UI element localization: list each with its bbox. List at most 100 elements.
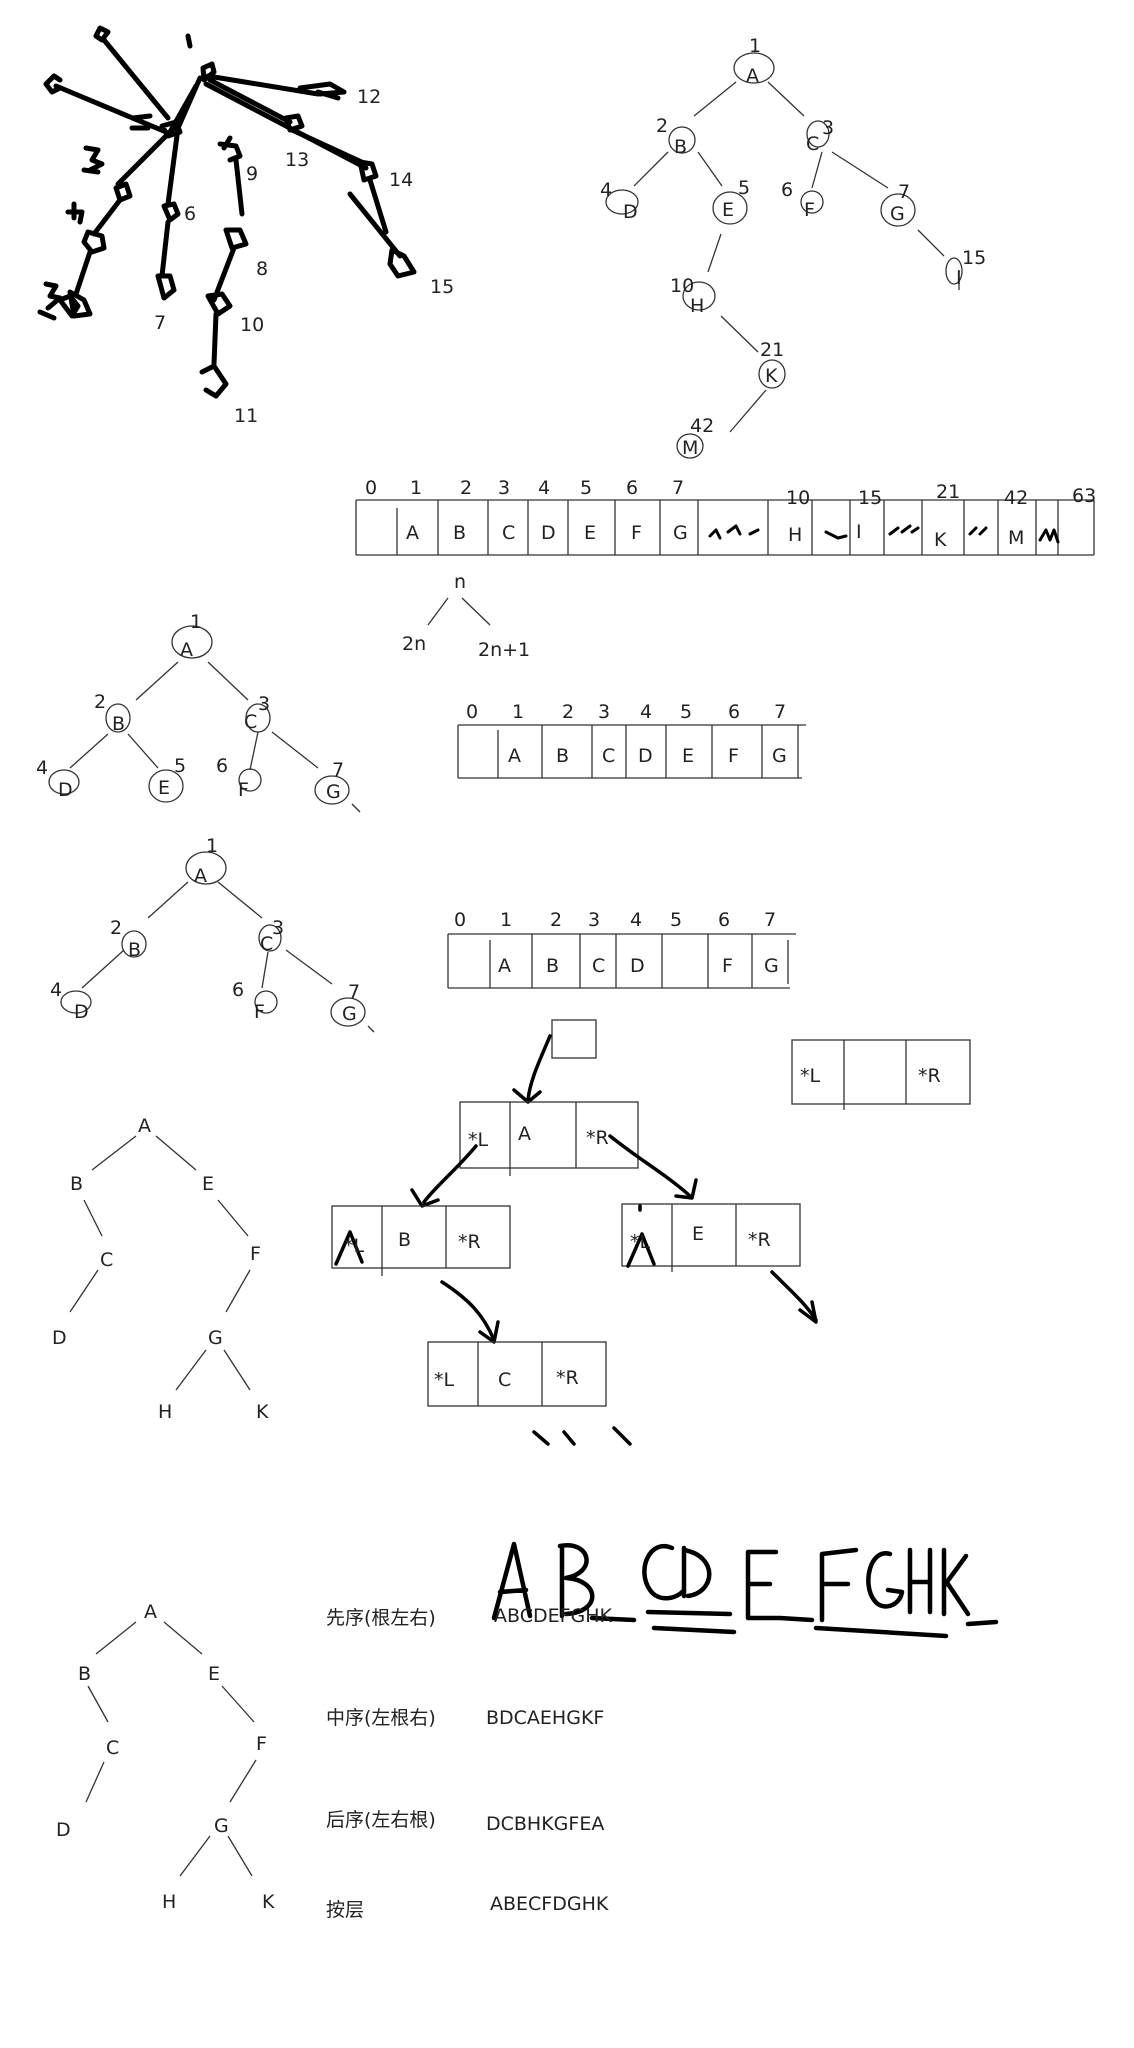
array-cell: I (856, 521, 862, 543)
linked-structure: *L *R *L A *R *L B *R *L E *R * (331, 1019, 971, 1446)
sketch-stroke (67, 125, 177, 319)
array-index: 3 (588, 909, 600, 931)
array-index: 0 (365, 477, 377, 499)
node-letter: F (238, 779, 249, 801)
tree-node (733, 52, 775, 84)
array-index: 4 (538, 477, 550, 499)
tree-edge (633, 151, 669, 187)
node-letter: C (106, 1737, 119, 1759)
gap-array: 0 1 2 3 4 5 6 7 A B C D F G (447, 909, 796, 989)
sketch-stroke (199, 135, 249, 399)
tree-node (258, 924, 282, 952)
node-index: 10 (670, 275, 694, 297)
legend-right-pointer: *R (918, 1065, 941, 1087)
tree-node (185, 851, 227, 885)
tree-node (668, 126, 696, 154)
tree-node (676, 433, 704, 459)
traversal-tree: A B E C F D G H K (56, 1601, 275, 1913)
tree-node (314, 775, 350, 805)
array-cell: C (502, 522, 515, 544)
handwritten-sequence (491, 1541, 999, 1639)
node-index: 2 (94, 691, 106, 713)
node-letter: B (128, 939, 141, 961)
root-data: A (518, 1123, 531, 1145)
tree-node (121, 930, 147, 958)
node-letter: I (956, 267, 962, 289)
sketch-label-12: 12 (357, 86, 381, 108)
tree-edge (155, 1135, 197, 1171)
node-index: 4 (36, 757, 48, 779)
array-cell: E (682, 745, 694, 767)
head-pointer-box (551, 1019, 597, 1059)
tree-node (105, 703, 131, 733)
grandchild-node (427, 1341, 607, 1407)
tree-node (330, 997, 366, 1027)
tree-edge (249, 731, 259, 771)
letter-tree: A B E C F D G H K (52, 1115, 269, 1423)
ellipsis-mark (532, 1426, 632, 1446)
node-index: 6 (781, 179, 793, 201)
tree-edge (831, 151, 889, 189)
node-letter: C (100, 1249, 113, 1271)
rule-parent: n (454, 571, 466, 593)
array-cell: F (728, 745, 739, 767)
tree-edge (91, 1135, 137, 1171)
sketch-stroke (155, 125, 181, 301)
node-letter: D (74, 1001, 89, 1023)
node-index: 6 (216, 755, 228, 777)
node-letter: F (804, 199, 815, 221)
tree-node (60, 990, 92, 1014)
tree-edge (227, 1835, 253, 1877)
array-index: 6 (728, 701, 740, 723)
rule-left: 2n (402, 633, 426, 655)
node-letter: B (78, 1663, 91, 1685)
tree-edge (87, 1685, 109, 1723)
postorder-label: 后序(左右根) (326, 1809, 436, 1831)
root-left-pointer: *L (468, 1129, 489, 1151)
complete-array: 0 1 2 3 4 5 6 7 A B C D E F G (457, 701, 806, 779)
tree-edge (147, 881, 189, 919)
tree-edge (221, 1685, 255, 1723)
tree-node (238, 768, 262, 792)
tree-edge (811, 151, 823, 189)
array-index: 7 (672, 477, 684, 499)
array-index: 2 (460, 477, 472, 499)
root-right-pointer: *R (586, 1127, 609, 1149)
array-index: 4 (630, 909, 642, 931)
array-index: 7 (774, 701, 786, 723)
sketch-stroke (297, 81, 347, 101)
tree-edge (81, 949, 125, 989)
node-index: 2 (110, 917, 122, 939)
node-letter: E (208, 1663, 220, 1685)
tree-edge (135, 661, 179, 701)
node-letter: D (58, 779, 73, 801)
array-cell: B (556, 745, 569, 767)
ellipsis-mark (1038, 528, 1060, 544)
node-letter: F (250, 1243, 261, 1265)
right-child-data: E (692, 1223, 704, 1245)
node-index: 4 (50, 979, 62, 1001)
rule-edge (461, 597, 491, 626)
sketch-label-6: 6 (184, 203, 196, 225)
tree-edge (85, 1761, 105, 1803)
index-rule: n 2n 2n+1 (402, 571, 530, 661)
node-letter: H (158, 1401, 172, 1423)
sketch-stroke (185, 33, 193, 49)
inorder-value: BDCAEHGKF (486, 1707, 604, 1729)
array-cell: A (498, 955, 511, 977)
tree-edge (95, 1621, 137, 1655)
tree-edge (351, 803, 361, 813)
node-index: 3 (822, 117, 834, 139)
array-index: 21 (936, 481, 960, 503)
tree-node (758, 359, 786, 389)
array-cell: G (764, 955, 779, 977)
grandchild-left-pointer: *L (434, 1369, 455, 1391)
arrow-stroke (608, 1134, 698, 1200)
array-index: 5 (680, 701, 692, 723)
node-index: 15 (962, 247, 986, 269)
tree-edge (69, 733, 109, 769)
tree-edge (179, 1835, 211, 1877)
tree-edge (707, 233, 722, 273)
left-child-left-pointer: *L (344, 1235, 365, 1257)
array-index: 7 (764, 909, 776, 931)
